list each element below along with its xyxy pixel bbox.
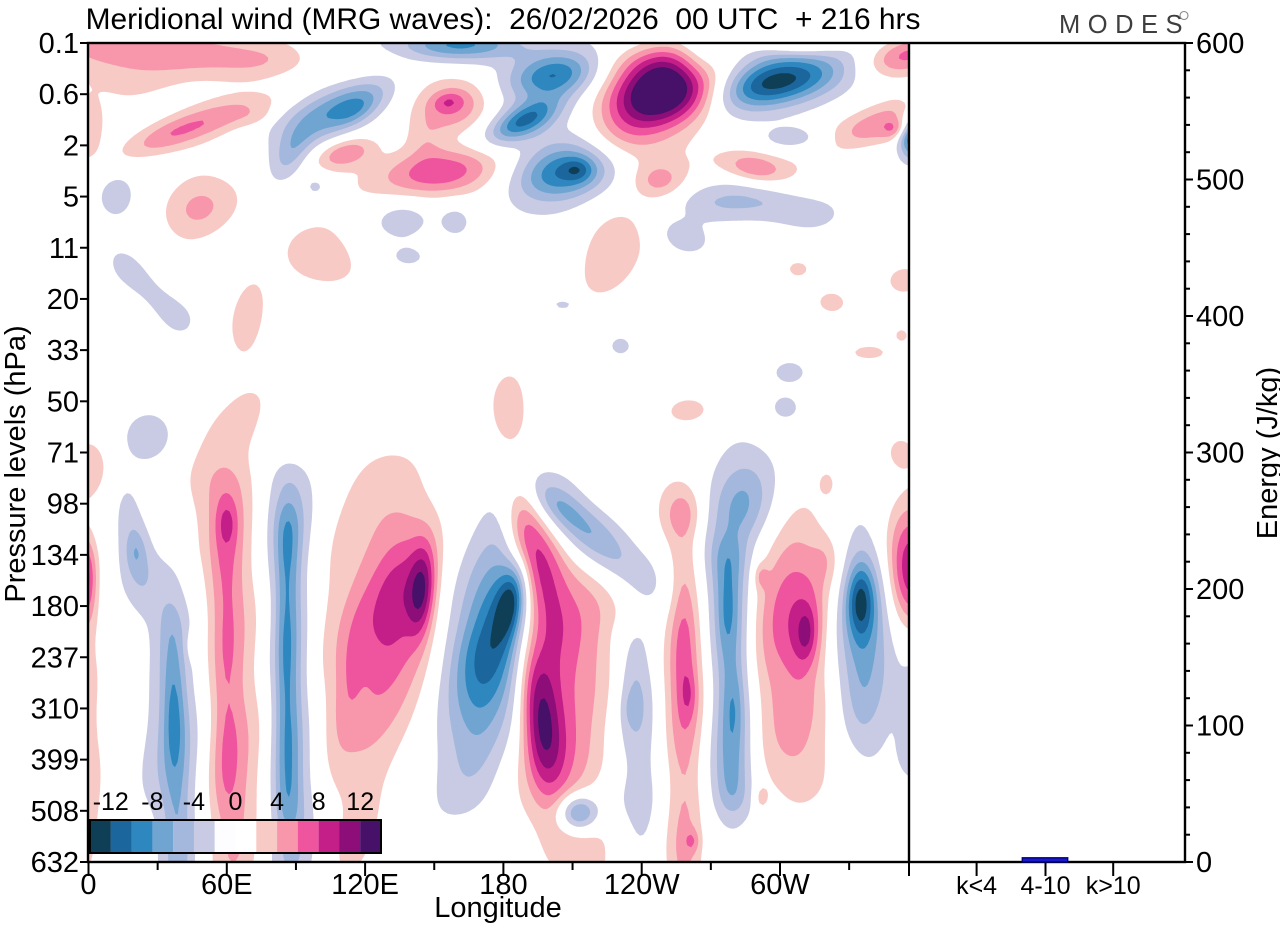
svg-text:600: 600 bbox=[1196, 28, 1244, 60]
svg-text:11: 11 bbox=[49, 233, 79, 265]
svg-text:0.1: 0.1 bbox=[39, 28, 79, 60]
svg-text:MODES: MODES bbox=[1059, 11, 1190, 39]
svg-text:98: 98 bbox=[47, 489, 79, 521]
svg-text:0: 0 bbox=[80, 869, 96, 901]
svg-text:0: 0 bbox=[229, 788, 243, 816]
svg-text:60E: 60E bbox=[201, 869, 253, 901]
svg-text:508: 508 bbox=[31, 796, 79, 828]
svg-text:134: 134 bbox=[31, 540, 79, 572]
svg-text:k>10: k>10 bbox=[1086, 872, 1141, 900]
svg-text:632: 632 bbox=[31, 847, 79, 879]
svg-text:310: 310 bbox=[31, 693, 79, 725]
svg-text:0.6: 0.6 bbox=[39, 79, 79, 111]
svg-text:300: 300 bbox=[1196, 438, 1244, 470]
svg-text:Pressure levels (hPa): Pressure levels (hPa) bbox=[0, 325, 32, 602]
svg-text:50: 50 bbox=[47, 386, 79, 418]
svg-text:100: 100 bbox=[1196, 711, 1244, 743]
svg-text:0: 0 bbox=[1196, 847, 1212, 879]
svg-text:400: 400 bbox=[1196, 301, 1244, 333]
svg-text:60W: 60W bbox=[750, 869, 810, 901]
svg-text:237: 237 bbox=[31, 642, 79, 674]
svg-text:2: 2 bbox=[63, 130, 79, 162]
svg-text:4-10: 4-10 bbox=[1020, 872, 1070, 900]
svg-text:Energy (J/kg): Energy (J/kg) bbox=[1252, 367, 1280, 539]
svg-text:-4: -4 bbox=[183, 788, 205, 816]
svg-text:500: 500 bbox=[1196, 165, 1244, 197]
svg-text:20: 20 bbox=[47, 284, 79, 316]
svg-text:-8: -8 bbox=[141, 788, 163, 816]
svg-text:Meridional wind (MRG waves):: Meridional wind (MRG waves): 26/02/2026 … bbox=[86, 3, 921, 36]
svg-text:Longitude: Longitude bbox=[434, 892, 561, 924]
svg-text:180: 180 bbox=[31, 591, 79, 623]
svg-text:399: 399 bbox=[31, 745, 79, 777]
svg-text:200: 200 bbox=[1196, 574, 1244, 606]
svg-text:120W: 120W bbox=[604, 869, 680, 901]
svg-text:k<4: k<4 bbox=[956, 872, 997, 900]
svg-text:120E: 120E bbox=[331, 869, 399, 901]
svg-text:33: 33 bbox=[47, 335, 79, 367]
svg-text:8: 8 bbox=[312, 788, 326, 816]
svg-text:12: 12 bbox=[346, 788, 374, 816]
svg-text:4: 4 bbox=[270, 788, 284, 816]
svg-text:5: 5 bbox=[63, 182, 79, 214]
svg-text:180: 180 bbox=[479, 869, 527, 901]
svg-text:71: 71 bbox=[47, 438, 79, 470]
svg-text:-12: -12 bbox=[93, 788, 129, 816]
